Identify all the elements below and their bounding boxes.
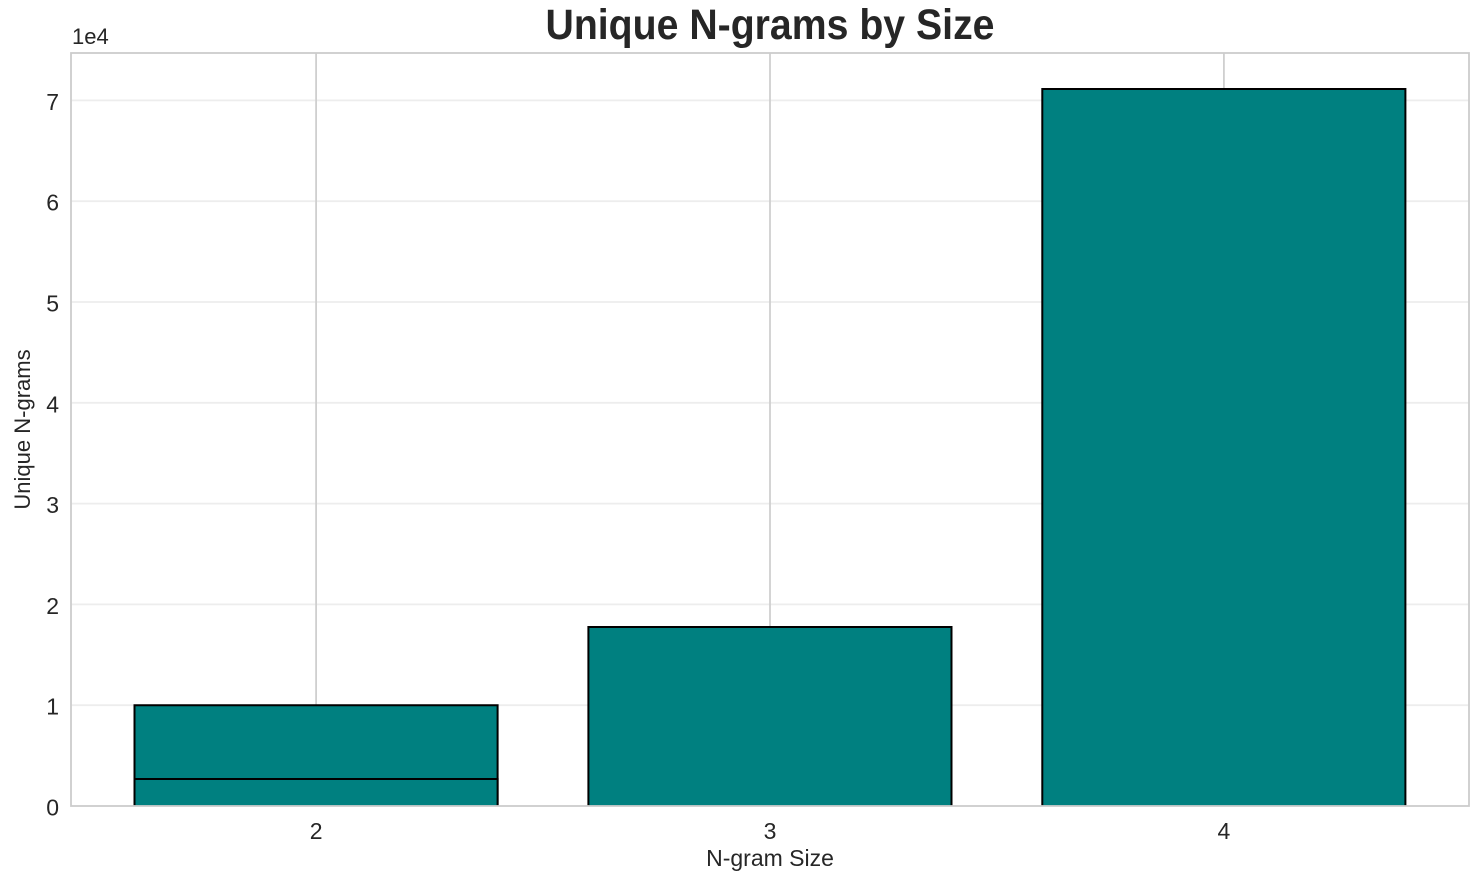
svg-text:4: 4	[1218, 818, 1231, 844]
svg-text:0: 0	[46, 795, 59, 821]
svg-text:7: 7	[46, 89, 59, 115]
svg-text:Unique N-grams by Size: Unique N-grams by Size	[546, 1, 995, 49]
svg-text:N-gram Size: N-gram Size	[706, 845, 834, 871]
svg-text:1e4: 1e4	[72, 24, 109, 49]
svg-text:4: 4	[46, 391, 59, 417]
svg-text:1: 1	[46, 694, 59, 720]
svg-text:3: 3	[764, 818, 777, 844]
svg-text:Unique N-grams: Unique N-grams	[10, 349, 35, 509]
svg-text:2: 2	[310, 818, 323, 844]
svg-text:6: 6	[46, 190, 59, 216]
svg-text:2: 2	[46, 593, 59, 619]
svg-text:5: 5	[46, 291, 59, 317]
svg-text:3: 3	[46, 492, 59, 518]
